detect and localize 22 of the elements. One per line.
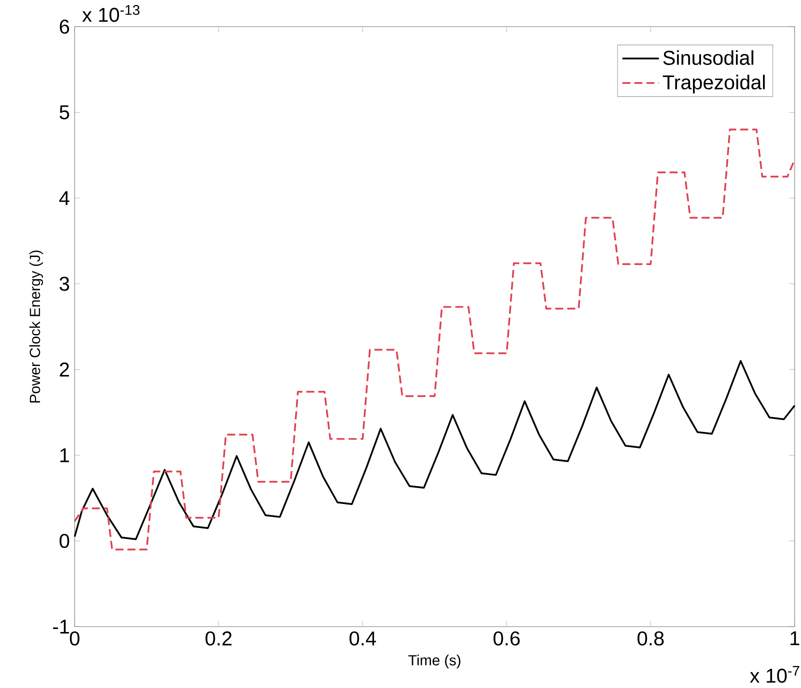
x-tick-label: 0: [70, 631, 80, 646]
x-tick-label: 1: [790, 631, 800, 646]
y-tick-label: 2: [60, 362, 69, 376]
line-series: [74, 128, 796, 550]
y-tick-label: 6: [60, 20, 70, 34]
y-tick-label: 1: [60, 448, 69, 462]
line-series: [74, 360, 796, 540]
text: x 10$^{-7}$: [750, 666, 800, 683]
x-tick-label: 0.4: [350, 631, 376, 646]
y-tick-label: -1: [53, 620, 69, 634]
x-tick-label: 0.6: [494, 631, 520, 646]
y-tick-label: 0: [60, 534, 70, 548]
y-tick-label: 3: [60, 276, 70, 291]
x-axis-title: Time (s): [408, 654, 460, 668]
y-tick-label: 5: [60, 105, 70, 120]
legend-label: Sinusodial: [663, 50, 754, 65]
y-axis-title: Power Clock Energy (J): [29, 250, 44, 402]
legend-label: Trapezoidal: [662, 74, 765, 94]
text: x 10$^{-13}$: [82, 5, 140, 22]
x-tick-label: 0.2: [206, 631, 232, 646]
y-tick-label: 4: [59, 191, 70, 205]
x-tick-label: 0.8: [638, 631, 664, 646]
